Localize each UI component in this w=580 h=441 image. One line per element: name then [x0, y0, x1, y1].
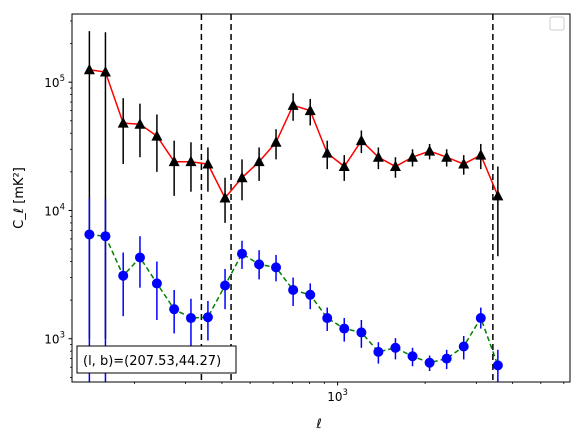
- data-point: [271, 262, 282, 273]
- data-point: [372, 151, 384, 162]
- data-point: [270, 136, 282, 147]
- data-point: [424, 145, 436, 156]
- data-point: [322, 313, 333, 324]
- data-point: [441, 151, 453, 162]
- data-point: [475, 149, 487, 160]
- data-point: [219, 192, 231, 203]
- y-tick-label: 104: [44, 202, 65, 218]
- data-point: [118, 270, 129, 281]
- data-point: [492, 189, 504, 201]
- data-point: [355, 134, 367, 146]
- data-point: [151, 278, 162, 289]
- data-point: [117, 117, 129, 128]
- vertical-dashed-lines: [200, 14, 494, 382]
- data-point: [169, 304, 180, 315]
- data-point: [475, 313, 486, 324]
- data-point: [458, 158, 470, 169]
- data-point: [220, 280, 231, 291]
- data-point: [253, 155, 265, 167]
- data-point: [373, 346, 384, 357]
- data-point: [236, 171, 248, 183]
- y-tick-label: 103: [44, 331, 65, 347]
- series-1: [83, 31, 504, 339]
- series-layer: [83, 31, 504, 382]
- annotation-text: (l, b)=(207.53,44.27): [83, 354, 221, 369]
- plot-frame: [71, 13, 571, 383]
- data-point: [99, 66, 111, 77]
- data-point: [83, 63, 95, 75]
- annotation-box: (l, b)=(207.53,44.27): [76, 345, 237, 374]
- data-point: [134, 252, 145, 263]
- legend: [549, 16, 565, 31]
- data-point: [100, 231, 111, 242]
- data-point: [424, 357, 435, 368]
- data-point: [288, 284, 299, 295]
- data-point: [202, 158, 214, 169]
- data-point: [390, 342, 401, 353]
- data-point: [305, 289, 316, 300]
- data-point: [134, 118, 146, 129]
- data-point: [84, 229, 95, 240]
- data-point: [492, 360, 503, 371]
- axis-tick-labels: 103 103 104 105: [44, 74, 348, 404]
- series-2: [84, 198, 503, 382]
- y-tick-label: 105: [44, 74, 65, 90]
- x-axis-label: ℓ: [315, 417, 321, 432]
- data-point: [407, 351, 418, 362]
- axis-ticks: [68, 20, 565, 386]
- data-point: [321, 147, 333, 158]
- data-point: [441, 353, 452, 364]
- data-point: [304, 104, 316, 116]
- data-point: [185, 313, 196, 324]
- x-tick-label: 103: [327, 388, 348, 404]
- series-line: [89, 68, 499, 200]
- data-point: [287, 99, 299, 110]
- data-point: [458, 341, 469, 352]
- data-point: [389, 160, 401, 172]
- data-point: [338, 160, 350, 172]
- y-axis-label: C_ℓ [mK²]: [12, 167, 27, 229]
- data-point: [237, 248, 248, 259]
- data-point: [168, 155, 180, 167]
- data-point: [356, 327, 367, 338]
- data-point: [202, 312, 213, 323]
- data-point: [185, 155, 197, 167]
- data-point: [151, 130, 163, 141]
- data-point: [254, 259, 265, 270]
- data-point: [339, 323, 350, 334]
- data-point: [407, 151, 419, 162]
